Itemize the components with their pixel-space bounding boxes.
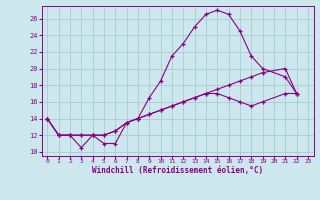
X-axis label: Windchill (Refroidissement éolien,°C): Windchill (Refroidissement éolien,°C) [92,166,263,175]
